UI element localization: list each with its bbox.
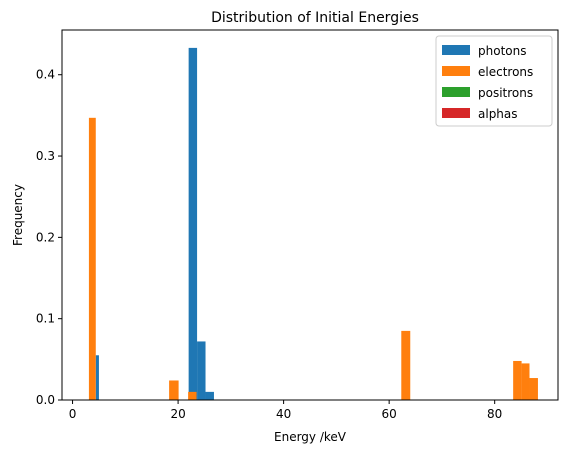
legend-swatch-alphas bbox=[442, 108, 470, 118]
bar-photons-3 bbox=[205, 391, 214, 400]
bar-electrons-5 bbox=[521, 363, 530, 400]
legend-label-alphas: alphas bbox=[478, 107, 518, 121]
legend-swatch-electrons bbox=[442, 66, 470, 76]
y-axis-label: Frequency bbox=[11, 184, 25, 246]
x-axis-ticks: 0 20 40 60 80 bbox=[69, 400, 502, 421]
legend-label-electrons: electrons bbox=[478, 65, 533, 79]
y-tick-label: 0.1 bbox=[36, 312, 55, 326]
x-tick-label: 40 bbox=[276, 407, 291, 421]
y-tick-label: 0.3 bbox=[36, 149, 55, 163]
bar-photons-0 bbox=[95, 355, 99, 400]
chart-title: Distribution of Initial Energies bbox=[211, 10, 419, 26]
legend-box bbox=[435, 35, 553, 127]
legend: photons electrons positrons alphas bbox=[435, 35, 553, 127]
bar-photons-1 bbox=[188, 47, 198, 400]
y-tick-label: 0.4 bbox=[36, 68, 55, 82]
bars-group bbox=[88, 47, 538, 400]
legend-label-photons: photons bbox=[478, 44, 526, 58]
x-tick-label: 80 bbox=[487, 407, 502, 421]
x-axis-label: Energy /keV bbox=[274, 430, 347, 444]
bar-electrons-0 bbox=[88, 117, 96, 400]
x-tick-label: 60 bbox=[382, 407, 397, 421]
x-tick-label: 20 bbox=[170, 407, 185, 421]
bar-electrons-6 bbox=[529, 378, 538, 400]
legend-swatch-photons bbox=[442, 45, 470, 55]
bar-electrons-3 bbox=[401, 330, 411, 400]
plot-frame bbox=[61, 29, 559, 401]
bar-photons-2 bbox=[197, 341, 206, 400]
y-tick-label: 0.0 bbox=[36, 393, 55, 407]
legend-swatch-positrons bbox=[442, 87, 470, 97]
bar-electrons-1 bbox=[169, 380, 179, 400]
bar-electrons-2 bbox=[188, 391, 197, 400]
x-tick-label: 0 bbox=[69, 407, 77, 421]
bar-electrons-4 bbox=[513, 360, 522, 400]
legend-label-positrons: positrons bbox=[478, 86, 533, 100]
y-tick-label: 0.2 bbox=[36, 230, 55, 244]
y-axis-ticks: 0.0 0.1 0.2 0.3 0.4 bbox=[36, 68, 62, 407]
